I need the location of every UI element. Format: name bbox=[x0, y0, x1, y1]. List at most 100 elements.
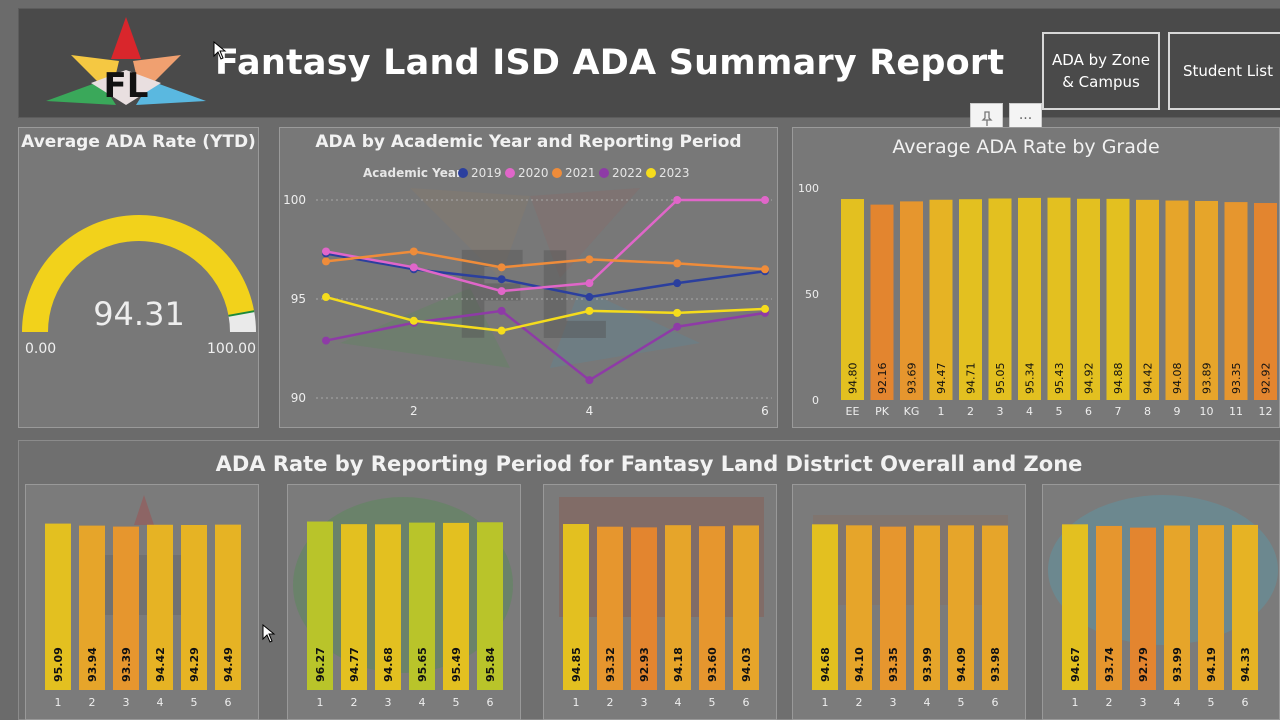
point-2020-1 bbox=[322, 247, 330, 256]
grade-bar-7 bbox=[1106, 198, 1130, 400]
point-2021-6 bbox=[761, 265, 769, 274]
grade-x-tick-PK: PK bbox=[875, 405, 890, 418]
page-title: Fantasy Land ISD ADA Summary Report bbox=[215, 43, 1005, 83]
zone1-bar-6 bbox=[215, 524, 241, 690]
zone5-bar-label-2: 93.74 bbox=[1103, 647, 1116, 682]
zone5-bar-5 bbox=[1198, 525, 1224, 690]
zone2-bar-label-6: 95.84 bbox=[484, 647, 497, 682]
legend-label-2019: 2019 bbox=[471, 166, 502, 180]
legend-label-2022: 2022 bbox=[612, 166, 643, 180]
zone5-x-tick-3: 3 bbox=[1140, 696, 1147, 709]
zone1-bar-4 bbox=[147, 524, 173, 690]
zone1-bar-label-4: 94.42 bbox=[154, 647, 167, 682]
zone4-x-tick-1: 1 bbox=[822, 696, 829, 709]
gauge-max-label: 100.00 bbox=[207, 341, 256, 357]
zone2-x-tick-1: 1 bbox=[317, 696, 324, 709]
grade-bar-PK bbox=[870, 204, 894, 400]
zone-chart-4: 94.68 1 94.10 2 93.35 3 93.99 4 94.09 5 93.98 6 bbox=[792, 484, 1026, 720]
zone2-x-tick-2: 2 bbox=[351, 696, 358, 709]
grade-x-tick-4: 4 bbox=[1026, 405, 1033, 418]
grade-y-tick-100: 100 bbox=[798, 182, 819, 195]
zone3-bar-label-5: 93.60 bbox=[706, 647, 719, 682]
legend-marker-2021 bbox=[552, 168, 562, 178]
zone3-bar-5 bbox=[699, 526, 725, 690]
zone1-bar-2 bbox=[79, 525, 105, 690]
zone4-bar-label-4: 93.99 bbox=[921, 647, 934, 682]
zone1-x-tick-6: 6 bbox=[225, 696, 232, 709]
grade-bar-label-KG: 93.69 bbox=[906, 363, 919, 395]
zone4-x-tick-6: 6 bbox=[992, 696, 999, 709]
x-tick-4: 4 bbox=[586, 404, 594, 418]
grade-x-tick-1: 1 bbox=[938, 405, 945, 418]
legend-label-2023: 2023 bbox=[659, 166, 690, 180]
zone-watermark-4 bbox=[813, 515, 1008, 605]
legend-label-2020: 2020 bbox=[518, 166, 549, 180]
zone1-x-tick-3: 3 bbox=[123, 696, 130, 709]
series-line-2020 bbox=[325, 198, 765, 293]
point-2022-1 bbox=[322, 336, 330, 345]
grade-x-tick-2: 2 bbox=[967, 405, 974, 418]
gauge-title: Average ADA Rate (YTD) bbox=[21, 132, 256, 152]
zone3-bar-label-3: 92.93 bbox=[638, 647, 651, 682]
zone2-x-tick-6: 6 bbox=[487, 696, 494, 709]
zone2-bar-3 bbox=[375, 524, 401, 690]
zone2-bar-label-2: 94.77 bbox=[348, 647, 361, 682]
zone2-bar-label-4: 95.65 bbox=[416, 647, 429, 682]
point-2021-1 bbox=[322, 257, 330, 266]
zone5-bar-label-4: 93.99 bbox=[1171, 647, 1184, 682]
grade-bar-label-3: 95.05 bbox=[994, 363, 1007, 395]
legend-title: Academic Year bbox=[363, 166, 462, 180]
mouse-cursor-icon-2 bbox=[213, 41, 227, 60]
line-chart-title: ADA by Academic Year and Reporting Perio… bbox=[315, 132, 742, 152]
zone2-bar-label-1: 96.27 bbox=[314, 647, 327, 682]
zone1-x-tick-1: 1 bbox=[55, 696, 62, 709]
grade-bar-4 bbox=[1018, 197, 1041, 400]
zone2-bar-1 bbox=[307, 521, 333, 690]
line-chart-panel: FL ADA by Academic Year and Reporting Pe… bbox=[279, 127, 778, 428]
point-2022-5 bbox=[673, 322, 682, 331]
series-line-2023 bbox=[325, 295, 766, 332]
nav-ada-by-zone-button[interactable]: ADA by Zone & Campus bbox=[1042, 32, 1160, 110]
grade-chart-title: Average ADA Rate by Grade bbox=[892, 136, 1160, 158]
mouse-cursor-icon bbox=[262, 624, 276, 643]
grade-bar-label-5: 95.43 bbox=[1053, 363, 1066, 395]
line-chart-watermark: FL bbox=[340, 188, 700, 368]
grade-bar-chart: 100 50 0 94.80 EE 92.16 PK 93.69 KG 94.47 1 94.71 2 9… bbox=[798, 182, 1277, 418]
grade-bar-label-12: 92.92 bbox=[1260, 363, 1273, 395]
zone5-bar-2 bbox=[1096, 525, 1122, 690]
zone1-bar-1 bbox=[45, 523, 71, 690]
zone1-x-tick-4: 4 bbox=[157, 696, 164, 709]
gauge-min-label: 0.00 bbox=[25, 341, 56, 357]
legend-marker-2020 bbox=[505, 168, 515, 178]
zone-bar-chart-4: 94.68 1 94.10 2 93.35 3 93.99 4 94.09 5 93.98 6 bbox=[812, 524, 1008, 709]
zone4-bar-label-2: 94.10 bbox=[853, 647, 866, 682]
gauge-panel: Average ADA Rate (YTD) 94.31 0.00 100.00 bbox=[18, 127, 259, 428]
x-tick-6: 6 bbox=[761, 404, 769, 418]
zone4-bar-5 bbox=[948, 525, 974, 690]
point-2023-1 bbox=[322, 293, 330, 302]
zone5-bar-label-1: 94.67 bbox=[1069, 647, 1082, 682]
zone-chart-2: 96.27 1 94.77 2 94.68 3 95.65 4 95.49 5 95.84 6 bbox=[287, 484, 521, 720]
point-2021-3 bbox=[497, 263, 506, 272]
line-chart: Academic Year 2019 2020 2021 2022 2023 100 95… bbox=[283, 166, 772, 418]
grade-x-tick-9: 9 bbox=[1174, 405, 1181, 418]
zone-bar-chart-1: 95.09 1 93.94 2 93.39 3 94.42 4 94.29 5 94.49 6 bbox=[45, 523, 241, 709]
zone2-bar-label-3: 94.68 bbox=[382, 647, 395, 682]
grade-y-tick-50: 50 bbox=[805, 288, 819, 301]
point-2023-2 bbox=[409, 316, 418, 325]
zone-chart-5: 94.67 1 93.74 2 92.79 3 93.99 4 94.19 5 94.33 6 bbox=[1042, 484, 1280, 720]
zone5-x-tick-1: 1 bbox=[1072, 696, 1079, 709]
zone2-bar-6 bbox=[477, 522, 503, 690]
legend-marker-2023 bbox=[646, 168, 656, 178]
zone2-x-tick-3: 3 bbox=[385, 696, 392, 709]
grade-bar-label-9: 94.08 bbox=[1171, 363, 1184, 395]
grade-bar-label-10: 93.89 bbox=[1201, 363, 1214, 395]
zone1-x-tick-2: 2 bbox=[89, 696, 96, 709]
grade-bar-2 bbox=[959, 199, 982, 400]
nav-student-list-button[interactable]: Student List bbox=[1168, 32, 1280, 110]
line-series bbox=[322, 196, 769, 385]
zone-watermark-3 bbox=[559, 497, 764, 617]
zone2-bar-2 bbox=[341, 524, 367, 690]
svg-text:FL: FL bbox=[451, 228, 609, 367]
grade-x-tick-6: 6 bbox=[1085, 405, 1092, 418]
